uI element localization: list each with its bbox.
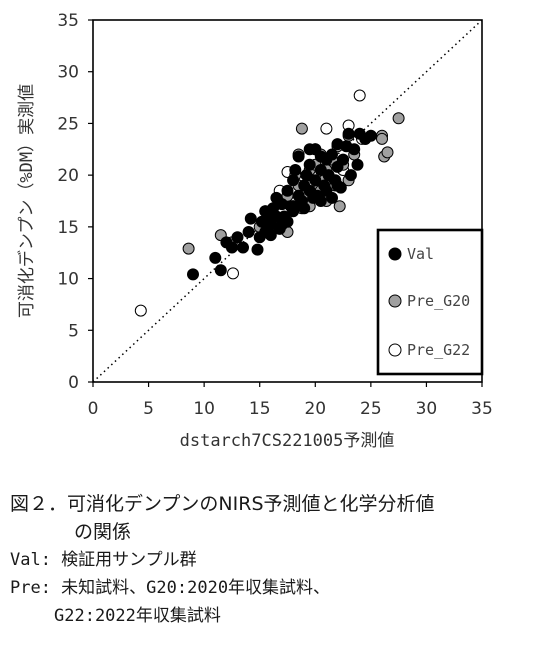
legend-marker-g22 <box>388 343 402 357</box>
legend-label-val: Val <box>407 245 434 263</box>
point-val <box>259 205 272 218</box>
point-val <box>344 169 357 182</box>
axis-ticks: 0 5 10 15 20 25 30 35 0 5 10 15 20 25 30 35 <box>57 11 492 419</box>
point-val <box>292 150 305 163</box>
point-val <box>298 202 311 215</box>
point-pre-g20 <box>295 122 308 135</box>
point-val <box>303 143 316 156</box>
point-pre-g20 <box>333 200 346 213</box>
point-val <box>337 153 350 166</box>
point-val <box>270 191 283 204</box>
point-val <box>314 195 327 207</box>
point-val <box>331 179 344 192</box>
y-tick-label: 5 <box>68 321 79 341</box>
point-val <box>281 184 294 197</box>
x-tick-label: 35 <box>471 399 493 419</box>
caption-title-line1: 図２．可消化デンプンのNIRS予測値と化学分析値 <box>10 493 435 515</box>
point-val <box>289 164 302 176</box>
point-val <box>187 268 199 281</box>
point-pre-g20 <box>381 146 394 159</box>
point-val <box>348 143 361 156</box>
point-val <box>244 212 257 225</box>
legend: Val Pre_G20 Pre_G22 <box>376 228 484 376</box>
point-val <box>251 243 264 256</box>
caption-note-pre-cont: G22:2022年収集試料 <box>54 606 221 626</box>
point-val <box>214 264 227 277</box>
point-val <box>342 127 355 140</box>
x-tick-label: 25 <box>360 399 382 419</box>
x-tick-label: 10 <box>193 399 215 419</box>
point-val <box>287 174 300 187</box>
y-tick-label: 20 <box>57 166 79 186</box>
y-axis-label: 可消化デンプン（%DM）実測値 <box>16 84 37 318</box>
point-val <box>364 129 377 142</box>
point-val <box>351 158 364 171</box>
point-pre-g20 <box>392 112 405 125</box>
point-val <box>231 231 244 244</box>
point-val <box>237 241 249 254</box>
caption-title-line2: の関係 <box>74 521 132 543</box>
point-val <box>326 148 338 161</box>
point-pre-g22 <box>353 89 366 102</box>
point-val <box>309 174 322 187</box>
point-val <box>225 241 238 254</box>
point-val <box>326 191 338 204</box>
y-tick-label: 15 <box>57 218 79 238</box>
point-pre-g22 <box>227 267 239 280</box>
legend-label-g20: Pre_G20 <box>407 292 470 310</box>
y-tick-label: 0 <box>68 373 79 393</box>
figure-caption: 図２．可消化デンプンのNIRS予測値と化学分析値 の関係 Val: 検証用サンプ… <box>10 490 530 630</box>
point-val <box>275 218 288 231</box>
point-pre-g20 <box>376 132 388 145</box>
legend-label-g22: Pre_G22 <box>407 341 470 359</box>
data-points <box>134 89 405 317</box>
y-tick-label: 35 <box>57 11 79 31</box>
x-tick-label: 20 <box>304 399 326 419</box>
y-tick-label: 10 <box>57 270 79 290</box>
scatter-chart: 0 5 10 15 20 25 30 35 0 5 10 15 20 25 30 35 dstarch7CS2… <box>16 11 493 451</box>
x-tick-label: 0 <box>88 399 99 419</box>
point-pre-g20 <box>182 242 195 255</box>
legend-marker-val <box>388 247 402 261</box>
point-val <box>264 229 277 242</box>
legend-marker-g20 <box>388 294 402 308</box>
y-tick-label: 30 <box>57 63 79 83</box>
point-pre-g22 <box>134 304 147 317</box>
caption-note-pre: Pre: 未知試料、G20:2020年収集試料、 <box>10 578 331 598</box>
x-tick-label: 5 <box>143 399 154 419</box>
caption-note-val: Val: 検証用サンプル群 <box>10 550 197 570</box>
y-tick-label: 25 <box>57 114 79 134</box>
point-pre-g22 <box>320 122 333 135</box>
point-val <box>287 200 300 213</box>
x-tick-label: 15 <box>249 399 271 419</box>
point-val <box>209 251 222 264</box>
x-axis-label: dstarch7CS221005予測値 <box>180 431 395 451</box>
point-val <box>314 150 327 163</box>
point-val <box>242 226 255 238</box>
point-val <box>303 158 316 171</box>
x-tick-label: 30 <box>416 399 438 419</box>
